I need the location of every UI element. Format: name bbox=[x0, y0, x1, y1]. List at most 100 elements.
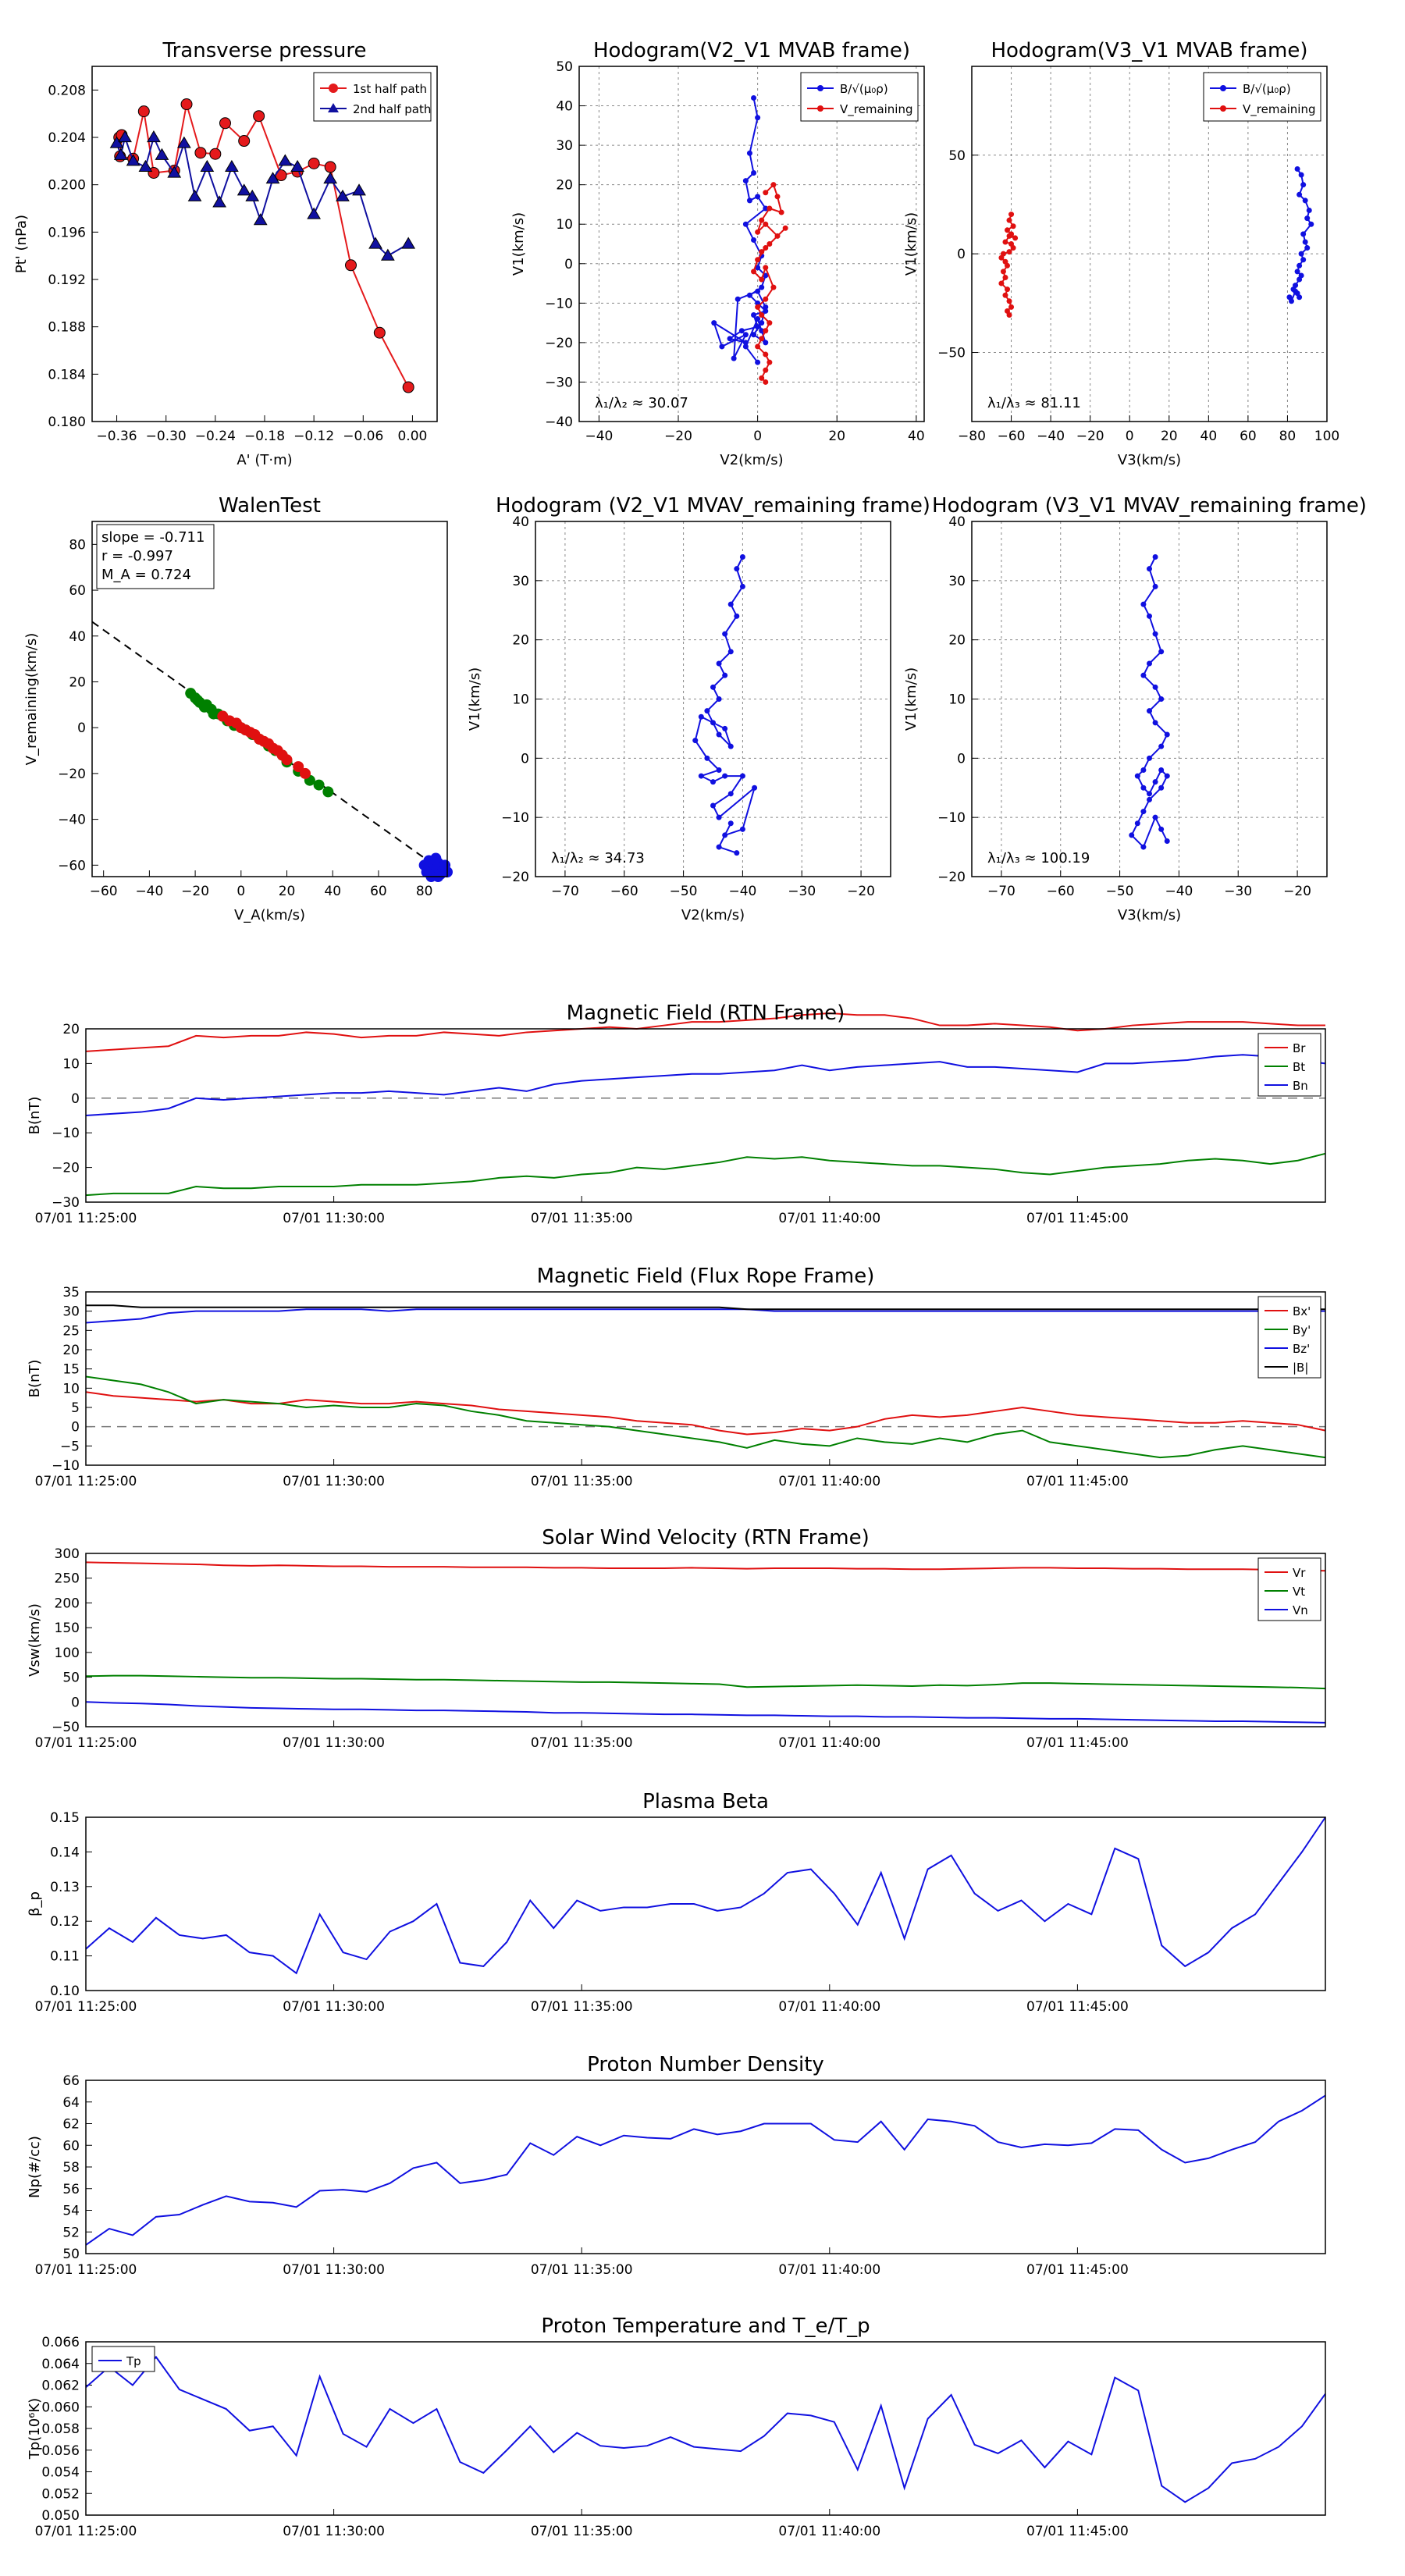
data-point bbox=[746, 197, 752, 204]
y-tick-label: 58 bbox=[62, 2160, 80, 2176]
chart-panel-0: −0.36 −0.30 −0.24 −0.18 −0.12 −0.06 0.00 0.180 0… bbox=[13, 39, 438, 468]
data-point bbox=[1300, 231, 1307, 237]
x-tick-label: −20 bbox=[1283, 884, 1311, 899]
data-point bbox=[1297, 276, 1303, 283]
series-line-Np bbox=[85, 2094, 1326, 2246]
data-point bbox=[755, 115, 761, 121]
data-point bbox=[716, 660, 722, 667]
data-point bbox=[692, 738, 699, 744]
x-tick-label: 0 bbox=[237, 884, 245, 899]
y-tick-label: 0.050 bbox=[41, 2508, 80, 2524]
x-tick-label: −0.06 bbox=[343, 429, 383, 444]
data-point bbox=[722, 631, 728, 637]
data-point bbox=[1147, 755, 1152, 761]
y-tick-label: −50 bbox=[52, 1720, 80, 1735]
data-point bbox=[751, 170, 757, 176]
y-tick-label: 0.12 bbox=[50, 1914, 80, 1930]
y-tick-label: 60 bbox=[62, 2138, 80, 2154]
y-tick-label: 52 bbox=[62, 2225, 80, 2240]
y-tick-label: 35 bbox=[62, 1285, 80, 1300]
data-point bbox=[746, 150, 752, 156]
y-tick-label: 80 bbox=[69, 537, 86, 553]
data-point bbox=[763, 340, 769, 346]
y-tick-label: 0.10 bbox=[50, 1984, 80, 1999]
x-tick-label: 07/01 11:35:00 bbox=[531, 1735, 633, 1751]
x-tick-label: 07/01 11:45:00 bbox=[1026, 2524, 1129, 2539]
data-point bbox=[710, 720, 716, 726]
data-point bbox=[751, 332, 757, 338]
series-line bbox=[1130, 557, 1168, 849]
data-point bbox=[1006, 233, 1012, 239]
y-tick-label: 0.062 bbox=[41, 2379, 80, 2394]
data-point bbox=[739, 773, 745, 779]
data-point bbox=[1164, 773, 1170, 779]
y-tick-label: 0.064 bbox=[41, 2357, 80, 2372]
data-point bbox=[352, 183, 366, 196]
y-tick-label: 40 bbox=[948, 514, 966, 530]
data-point bbox=[1152, 554, 1158, 560]
y-tick-label: 0.056 bbox=[41, 2443, 80, 2459]
data-point bbox=[767, 205, 773, 212]
stats-box bbox=[96, 524, 215, 589]
series-line-Bt bbox=[85, 1152, 1326, 1197]
y-tick-label: −5 bbox=[60, 1439, 80, 1454]
x-tick-label: 07/01 11:35:00 bbox=[531, 1474, 633, 1489]
data-point bbox=[755, 359, 761, 365]
x-tick-label: 07/01 11:35:00 bbox=[531, 2262, 633, 2278]
data-point bbox=[1000, 269, 1006, 275]
data-point bbox=[113, 148, 128, 160]
y-axis-label: V1(km/s) bbox=[510, 212, 527, 276]
legend: B/√(μ₀ρ) V_remaining bbox=[800, 72, 919, 122]
data-point bbox=[755, 316, 761, 322]
eigen-ratio-annotation: λ₁/λ₂ ≈ 34.73 bbox=[551, 850, 645, 866]
data-point bbox=[763, 205, 769, 212]
data-point bbox=[763, 367, 769, 373]
y-axis-label: V1(km/s) bbox=[467, 667, 483, 731]
chart-panel-1: −40 −20 0 20 40 −40 −30 −20 −10 0 10 20 30 40 50 Hodogr… bbox=[510, 39, 925, 468]
data-point bbox=[734, 566, 740, 572]
plot-frame bbox=[85, 1553, 1326, 1727]
data-point bbox=[742, 221, 749, 227]
y-tick-label: −10 bbox=[52, 1458, 80, 1474]
data-point bbox=[1294, 269, 1300, 275]
data-point bbox=[1010, 223, 1016, 229]
y-tick-label: 0 bbox=[564, 257, 573, 272]
x-tick-label: 07/01 11:35:00 bbox=[531, 2524, 633, 2539]
data-point bbox=[716, 696, 722, 702]
y-tick-label: 10 bbox=[62, 1381, 80, 1397]
y-tick-label: 0 bbox=[71, 1695, 80, 1710]
plot-frame bbox=[85, 2341, 1326, 2516]
y-tick-label: 0.200 bbox=[48, 178, 86, 194]
data-point bbox=[1297, 191, 1303, 197]
y-tick-label: −10 bbox=[52, 1126, 80, 1141]
y-tick-label: 50 bbox=[62, 2247, 80, 2262]
series-line-Bx' bbox=[85, 1391, 1326, 1436]
chart-title: Hodogram(V3_V1 MVAB frame) bbox=[991, 39, 1307, 62]
data-point bbox=[751, 312, 757, 318]
chart-title: Proton Number Density bbox=[587, 2053, 824, 2076]
x-tick-label: −40 bbox=[1165, 884, 1193, 899]
y-tick-label: 40 bbox=[69, 629, 86, 645]
data-point bbox=[1002, 274, 1008, 280]
data-point bbox=[1008, 212, 1015, 218]
data-point bbox=[735, 296, 741, 302]
data-point bbox=[380, 248, 395, 261]
x-tick-label: −50 bbox=[670, 884, 698, 899]
data-point bbox=[323, 172, 338, 184]
data-point bbox=[401, 237, 416, 249]
x-tick-label: −20 bbox=[1076, 429, 1104, 444]
data-point bbox=[1152, 720, 1158, 726]
y-tick-label: 300 bbox=[55, 1546, 80, 1562]
x-tick-label: −0.24 bbox=[195, 429, 236, 444]
legend-label: Vt bbox=[1293, 1585, 1305, 1599]
x-tick-label: 0.00 bbox=[397, 429, 427, 444]
data-point bbox=[746, 292, 752, 298]
data-point bbox=[778, 209, 784, 215]
y-tick-label: 15 bbox=[62, 1362, 80, 1378]
data-point bbox=[308, 157, 320, 169]
data-point bbox=[1152, 814, 1158, 820]
plot-frame bbox=[971, 521, 1328, 877]
series-line-Vr bbox=[85, 1561, 1326, 1572]
data-point bbox=[322, 786, 334, 798]
data-point bbox=[710, 684, 716, 690]
